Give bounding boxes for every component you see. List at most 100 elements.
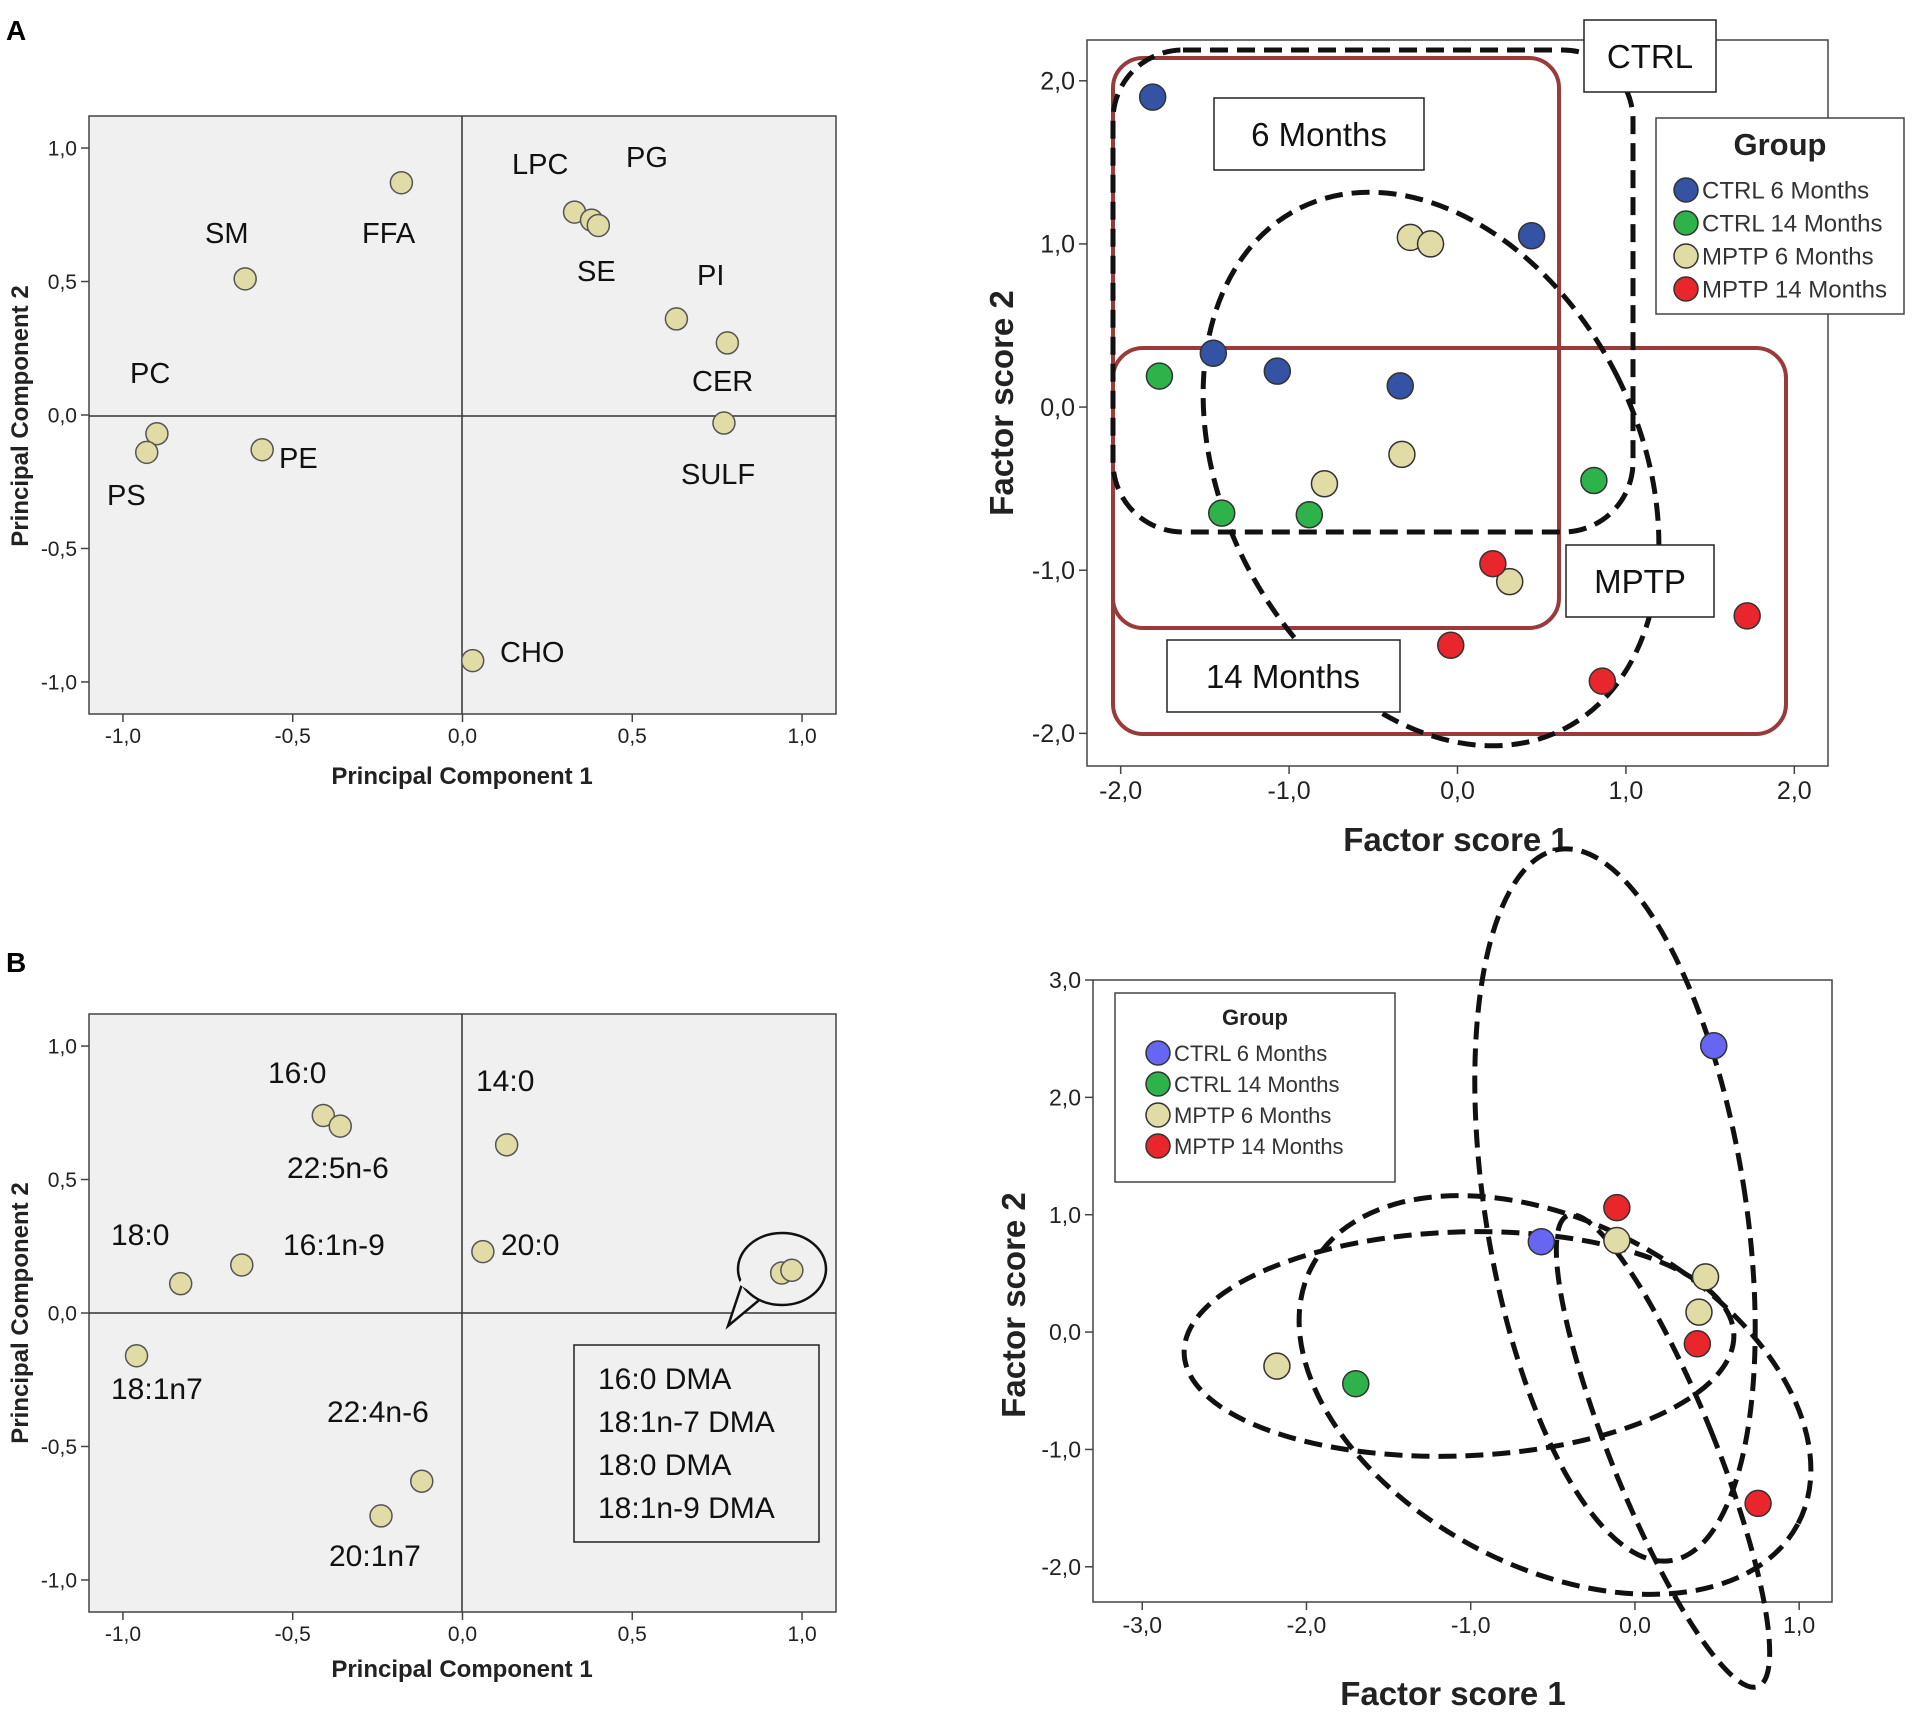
label-6-months: 6 Months — [1251, 116, 1387, 153]
point-18-1n7 — [124, 1343, 149, 1368]
point-label-22-5n-6: 22:5n-6 — [287, 1152, 389, 1185]
point-ctrl-6-months — [1386, 372, 1414, 400]
y-axis-title: Factor score 2 — [995, 1192, 1032, 1418]
y-tick-label: 0,5 — [48, 1169, 77, 1192]
point-sulf — [712, 411, 736, 435]
legend-swatch-mptp-6-months — [1145, 1102, 1171, 1128]
y-tick-label: 3,0 — [1049, 967, 1081, 993]
callout-line-3: 18:0 DMA — [598, 1449, 731, 1482]
point-pc — [145, 421, 169, 446]
point-label-lpc: LPC — [512, 149, 568, 181]
y-tick-label: 0,0 — [48, 404, 77, 427]
ellipse-4 — [1553, 1212, 1773, 1690]
point-ctrl-6-months — [1517, 222, 1546, 250]
legend-label-mptp-6-months: MPTP 6 Months — [1174, 1103, 1331, 1128]
point-label-cho: CHO — [500, 637, 564, 669]
point-22-5n-6 — [328, 1114, 353, 1138]
point-label-ffa: FFA — [362, 218, 416, 250]
point-ctrl-6-months — [1263, 357, 1292, 385]
point-label-pe: PE — [279, 443, 318, 475]
y-tick-label: 1,0 — [1040, 231, 1075, 259]
point-mptp-6-months — [1685, 1298, 1713, 1326]
point-sm — [233, 267, 257, 291]
point-ctrl-14-months — [1580, 466, 1608, 495]
point-label-ps: PS — [107, 480, 146, 512]
x-tick-label: 1,0 — [787, 725, 816, 748]
legend-swatch-ctrl-14-months — [1145, 1071, 1171, 1097]
x-tick-label: 2,0 — [1777, 777, 1812, 805]
point-16-0 — [311, 1103, 336, 1128]
legend-swatch-mptp-6-months — [1673, 243, 1699, 269]
y-tick-label: -0,5 — [41, 538, 77, 561]
y-tick-label: 0,0 — [48, 1302, 77, 1325]
x-tick-label: -2,0 — [1099, 777, 1142, 805]
point-ffa — [389, 170, 414, 195]
ellipse-mptp-region — [1200, 189, 1662, 749]
x-tick-label: 0,0 — [448, 725, 477, 748]
legend-swatch-ctrl-14-months — [1673, 210, 1699, 236]
point-label-16-1n-9: 16:1n-9 — [283, 1229, 385, 1262]
box-14-months — [1111, 346, 1788, 736]
point-label-16-0: 16:0 — [268, 1057, 326, 1090]
point-18-0 — [168, 1271, 193, 1296]
point-14-0 — [494, 1133, 519, 1157]
point-pi — [664, 307, 689, 331]
point-mptp-6-months — [1263, 1352, 1291, 1380]
point-mptp-6-months — [1388, 440, 1416, 469]
label-box-14-months — [1166, 639, 1401, 713]
point-22-4n-6 — [410, 1469, 434, 1493]
x-tick-label: 1,0 — [1783, 1612, 1815, 1638]
callout-line-1: 16:0 DMA — [598, 1363, 731, 1396]
point-mptp-6-months — [1416, 230, 1445, 258]
point-mptp-14-months — [1588, 667, 1617, 695]
legend-label-ctrl-14-months: CTRL 14 Months — [1174, 1072, 1339, 1097]
y-axis-title: Factor score 2 — [983, 290, 1020, 516]
legend-box — [1655, 117, 1905, 315]
y-tick-label: 1,0 — [48, 137, 77, 160]
x-tick-label: -1,0 — [1268, 777, 1311, 805]
legend: Group CTRL 6 Months CTRL 14 Months MPTP 6 … — [1655, 117, 1905, 315]
point-mptp-6-months — [1691, 1263, 1720, 1291]
y-tick-label: -2,0 — [1041, 1554, 1081, 1580]
legend-swatch-mptp-14-months — [1145, 1133, 1171, 1159]
point-label-pi: PI — [697, 260, 724, 292]
label-ctrl: CTRL — [1607, 38, 1693, 75]
ellipse-ctrl-region — [1110, 47, 1636, 535]
x-tick-label: 0,0 — [1440, 777, 1475, 805]
legend-swatch-ctrl-6-months — [1145, 1040, 1171, 1066]
point-cer — [715, 331, 740, 355]
x-tick-label: 0,0 — [1619, 1612, 1651, 1638]
legend-title: Group — [1222, 1005, 1288, 1030]
label-box-6-months — [1213, 97, 1425, 171]
point-20-0 — [471, 1239, 495, 1264]
point-label-22-4n-6: 22:4n-6 — [327, 1396, 429, 1429]
point-ctrl-6-months — [1199, 339, 1228, 367]
callout-box — [573, 1344, 820, 1543]
legend-label-ctrl-6-months: CTRL 6 Months — [1174, 1041, 1327, 1066]
point-pe — [250, 437, 274, 462]
point-label-20-0: 20:0 — [501, 1229, 559, 1262]
y-tick-label: 2,0 — [1049, 1084, 1081, 1110]
point-ps — [134, 440, 159, 465]
x-tick-label: 0,0 — [448, 1623, 477, 1646]
point-mptp-6-months — [1603, 1226, 1631, 1255]
x-axis-title: Factor score 1 — [1340, 1675, 1566, 1712]
x-tick-label: -1,0 — [105, 1623, 141, 1646]
point-20-1n7 — [369, 1504, 393, 1528]
chart-a2-factor-scores: -2,0 -1,0 0,0 1,0 2,0 -2,0 -1,0 0,0 1,0 2,0 CTRL … — [983, 19, 1905, 858]
point-ctrl-14-months — [1207, 499, 1236, 527]
label-box-mptp — [1565, 544, 1715, 618]
point-mptp-14-months — [1744, 1489, 1772, 1518]
point-cho — [460, 648, 485, 673]
point-label-se: SE — [577, 256, 616, 288]
point-ctrl-14-months — [1145, 362, 1174, 390]
y-tick-label: 1,0 — [48, 1035, 77, 1058]
legend: Group CTRL 6 Months CTRL 14 Months MPTP 6 … — [1114, 992, 1396, 1183]
point-dma — [780, 1258, 804, 1283]
point-label-pg: PG — [626, 142, 668, 174]
y-tick-label: -1,0 — [41, 1569, 77, 1592]
point-mptp-14-months — [1603, 1193, 1631, 1222]
point-label-18-0: 18:0 — [111, 1219, 169, 1252]
point-label-20-1n7: 20:1n7 — [329, 1540, 421, 1573]
